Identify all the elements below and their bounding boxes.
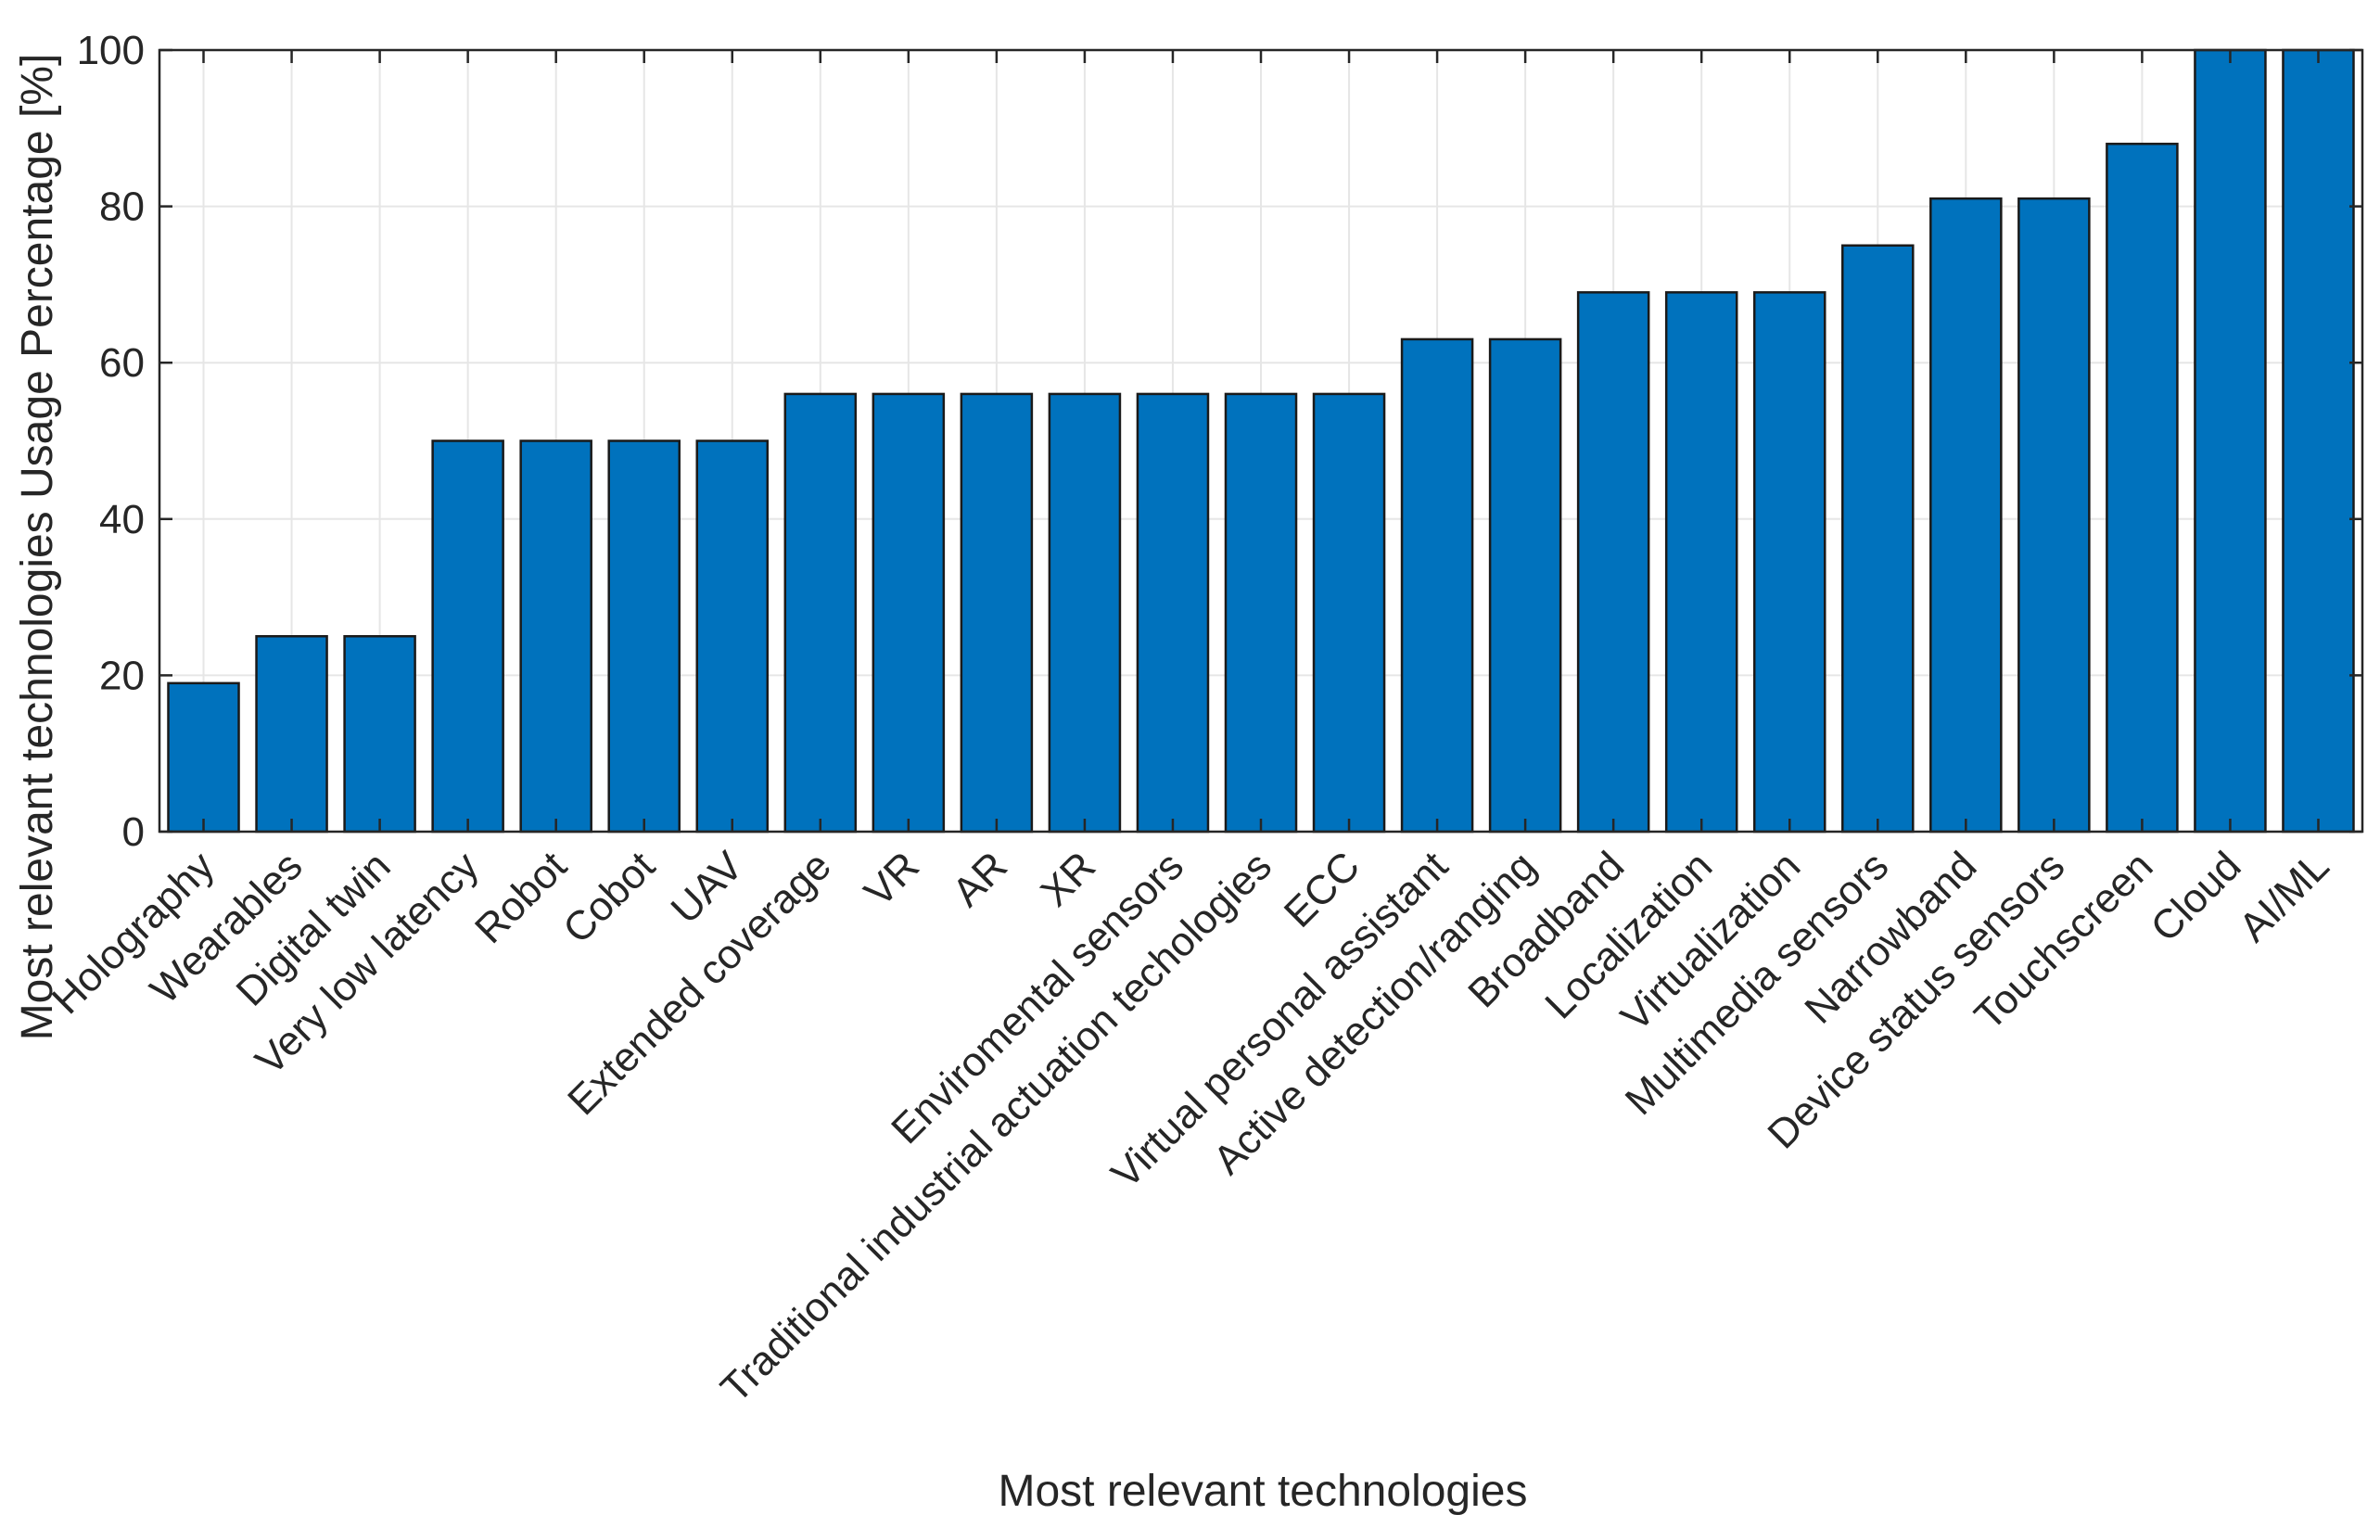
y-tick-label: 0: [122, 809, 145, 855]
bar-active-detection-ranging: [1488, 337, 1562, 834]
y-tick-label: 20: [99, 653, 145, 698]
y-tick-label: 100: [77, 28, 145, 73]
x-tick-label: Robot: [466, 843, 576, 952]
x-tick-label: Cobot: [554, 843, 664, 952]
bar-device-status-sensors: [2017, 197, 2091, 834]
bar-localization: [1664, 291, 1738, 834]
bar-xr: [1048, 392, 1122, 834]
y-tick-label: 80: [99, 185, 145, 230]
bar-enviromental-sensors: [1136, 392, 1210, 834]
bar-ai-ml: [2282, 48, 2355, 834]
bar-very-low-latency: [431, 439, 504, 834]
x-tick-label: Cloud: [2143, 843, 2250, 950]
bar-uav: [695, 439, 770, 834]
bar-ecc: [1312, 392, 1386, 834]
bars-layer: [167, 48, 2355, 834]
axes-layer: [158, 48, 2364, 834]
bar-wearables: [255, 635, 328, 834]
y-axis-title: Most relevant technologies Usage Percent…: [13, 54, 62, 1041]
x-tick-label: VR: [856, 843, 928, 915]
bar-virtualization: [1752, 291, 1826, 834]
bar-virtual-personal-assistant: [1400, 337, 1474, 834]
y-tick-label: 60: [99, 340, 145, 386]
bar-broadband: [1576, 291, 1650, 834]
bar-vr: [872, 392, 946, 834]
x-tick-label: AI/ML: [2231, 843, 2338, 950]
bar-extended-coverage: [783, 392, 858, 834]
bar-traditional-industrial-actuation-techologies: [1224, 392, 1298, 834]
bar-cloud: [2194, 48, 2267, 834]
bar-narrowband: [1929, 197, 2003, 834]
y-tick-labels: 0 20 40 60 80 100: [77, 28, 145, 855]
x-axis-title: Most relevant technologies: [999, 1467, 1528, 1516]
x-tick-label: XR: [1032, 843, 1104, 915]
bar-digital-twin: [343, 635, 416, 834]
bar-ar: [960, 392, 1034, 834]
bar-touchscreen: [2106, 142, 2179, 834]
bar-cobot: [607, 439, 681, 834]
bar-multimedia-sensors: [1841, 244, 1915, 834]
y-tick-label: 40: [99, 497, 145, 542]
x-tick-label: AR: [944, 843, 1016, 915]
bar-robot: [519, 439, 592, 834]
bar-holography: [167, 681, 240, 834]
